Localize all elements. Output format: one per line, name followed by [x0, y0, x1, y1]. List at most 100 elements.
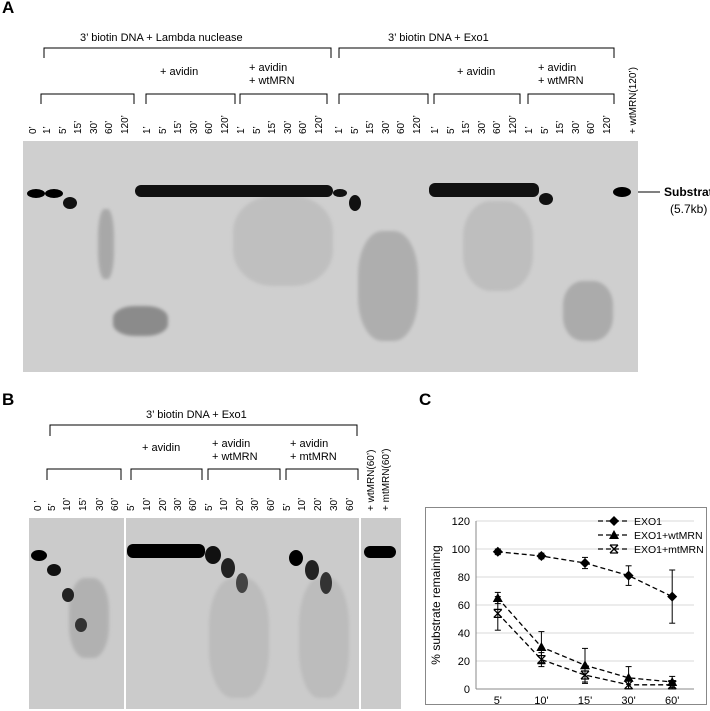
- panel-a-lane-label: 15’: [173, 120, 184, 134]
- panel-b-avidin-mtmrn: + avidin + mtMRN: [290, 438, 337, 463]
- panel-b-lane-label: 60’: [110, 497, 121, 511]
- y-tick-label: 60: [458, 600, 470, 612]
- data-point: [623, 672, 634, 682]
- panel-a-lane-label: 1’: [524, 126, 535, 134]
- panel-b-lane-label: 10’: [62, 497, 73, 511]
- panel-a-lane-label: + wtMRN(120’): [628, 67, 639, 134]
- panel-a-gel-image: [23, 141, 638, 372]
- data-point: [536, 642, 547, 651]
- panel-a-lane-label: 1’: [236, 126, 247, 134]
- legend-marker: [609, 516, 619, 526]
- x-tick-label: 60': [665, 695, 679, 704]
- y-tick-label: 100: [452, 544, 470, 556]
- panel-a-lane-label: 5’: [539, 126, 551, 134]
- panel-b-lane-label: 20’: [235, 497, 246, 511]
- panel-a-avidin-2: + avidin: [457, 66, 496, 78]
- panel-b-lane-label: 20’: [158, 497, 169, 511]
- panel-a-lane-label: 15’: [461, 120, 472, 134]
- panel-a-lane-label: 120’: [507, 115, 519, 134]
- x-tick-label: 5': [494, 695, 502, 704]
- panel-b-lane-label: 5’: [47, 503, 58, 511]
- panel-a-avidin-mrn-1: + avidin + wtMRN: [249, 62, 295, 87]
- substrate-label: Substrate: [664, 185, 710, 199]
- panel-b-lane-label: 20’: [313, 497, 324, 511]
- panel-a-lane-label: 1’: [430, 126, 441, 134]
- y-tick-label: 120: [452, 516, 470, 528]
- panel-a-lane-label: 60’: [396, 120, 407, 134]
- panel-a-lane-label: 5’: [157, 126, 169, 134]
- panel-b-label: B: [2, 390, 15, 409]
- panel-c-chart: 0 20 40 60 80 100 120 5' 10' 15' 30' 60' % substrate…: [425, 507, 707, 705]
- panel-c-label: C: [419, 390, 432, 409]
- panel-b-avidin: + avidin: [142, 442, 181, 454]
- panel-b-lane-label: 30’: [329, 497, 340, 511]
- panel-a-lane-label: 60’: [298, 120, 309, 134]
- panel-a-label: A: [2, 0, 15, 17]
- panel-b-lane-label: 10’: [142, 497, 153, 511]
- x-tick-label: 10': [534, 695, 548, 704]
- data-point: [493, 608, 503, 619]
- x-tick-label: 30': [621, 695, 635, 704]
- panel-a-lane-label: 30’: [476, 120, 488, 134]
- panel-b-lane-label: + mtMRN(60’): [381, 448, 392, 511]
- panel-a-lane-label: 120’: [119, 115, 131, 134]
- panel-a-group-left-title: 3’ biotin DNA + Lambda nuclease: [80, 32, 243, 44]
- panel-b-lane-label: 10’: [219, 497, 230, 511]
- panel-a-lane-label: 60’: [492, 120, 503, 134]
- panel-a-lane-label: 60’: [204, 120, 215, 134]
- panel-b-lane-label: 0 ’: [33, 500, 44, 511]
- legend-entry: EXO1: [634, 516, 662, 528]
- panel-a-lane-label: 30’: [188, 120, 200, 134]
- panel-a-avidin-1: + avidin: [160, 66, 199, 78]
- panel-a-lane-label: 60’: [104, 120, 115, 134]
- panel-b-lane-label: 15’: [78, 497, 89, 511]
- y-tick-label: 20: [458, 656, 470, 668]
- panel-a-lane-label: 5’: [251, 126, 263, 134]
- panel-a-lane-label: 60’: [586, 120, 597, 134]
- panel-a-lane-label: 120’: [219, 115, 231, 134]
- panel-a-lane-label: 30’: [380, 120, 392, 134]
- data-point: [492, 546, 503, 557]
- panel-a-lane-label: 1’: [142, 126, 153, 134]
- data-point: [667, 591, 678, 602]
- panel-a-lane-label: 1’: [334, 126, 345, 134]
- panel-a-lane-label: 5’: [57, 126, 69, 134]
- panel-b-lane-label: + wtMRN(60’): [366, 449, 377, 511]
- data-point: [624, 680, 634, 690]
- panel-b-lane-label: 60’: [266, 497, 277, 511]
- panel-a-lane-label: 0’: [28, 126, 39, 134]
- panel-a-lane-label: 120’: [411, 115, 423, 134]
- legend-marker: [609, 530, 619, 539]
- data-point: [623, 570, 634, 581]
- panel-a-lane-label: 15’: [73, 120, 84, 134]
- panel-b-lane-label: 30’: [173, 497, 184, 511]
- y-tick-label: 40: [458, 628, 470, 640]
- panel-a-lane-label: 30’: [282, 120, 294, 134]
- y-axis-label: % substrate remaining: [429, 545, 443, 664]
- panel-b-lane-label: 10’: [297, 497, 308, 511]
- panel-c-line-chart: 0 20 40 60 80 100 120 5' 10' 15' 30' 60' % substrate…: [429, 516, 704, 704]
- panel-a-lane-label: 15’: [365, 120, 376, 134]
- y-tick-label: 80: [458, 572, 470, 584]
- y-tick-label: 0: [464, 684, 470, 696]
- panel-b-lane-label: 5’: [204, 503, 215, 511]
- panel-a-lane-label: 5’: [445, 126, 457, 134]
- panel-a-lane-label: 30’: [88, 120, 100, 134]
- panel-b-lane-label: 30’: [95, 497, 106, 511]
- panel-a-lane-label: 15’: [267, 120, 278, 134]
- panel-b-lane-label: 5’: [126, 503, 137, 511]
- panel-b-avidin-wtmrn: + avidin + wtMRN: [212, 438, 258, 463]
- panel-a-lane-label: 1’: [42, 126, 53, 134]
- panel-a-group-right-title: 3’ biotin DNA + Exo1: [388, 32, 489, 44]
- substrate-size: (5.7kb): [670, 202, 708, 216]
- panel-a-avidin-mrn-2: + avidin + wtMRN: [538, 62, 584, 87]
- legend-entry: EXO1+wtMRN: [634, 530, 703, 542]
- legend-marker: [609, 544, 619, 554]
- panel-b-lane-label: 30’: [250, 497, 261, 511]
- panel-b-lane-label: 60’: [345, 497, 356, 511]
- data-point: [580, 670, 590, 680]
- panel-a-lane-label: 30’: [570, 120, 582, 134]
- panel-b-group-title: 3’ biotin DNA + Exo1: [146, 409, 247, 421]
- data-point: [667, 680, 677, 690]
